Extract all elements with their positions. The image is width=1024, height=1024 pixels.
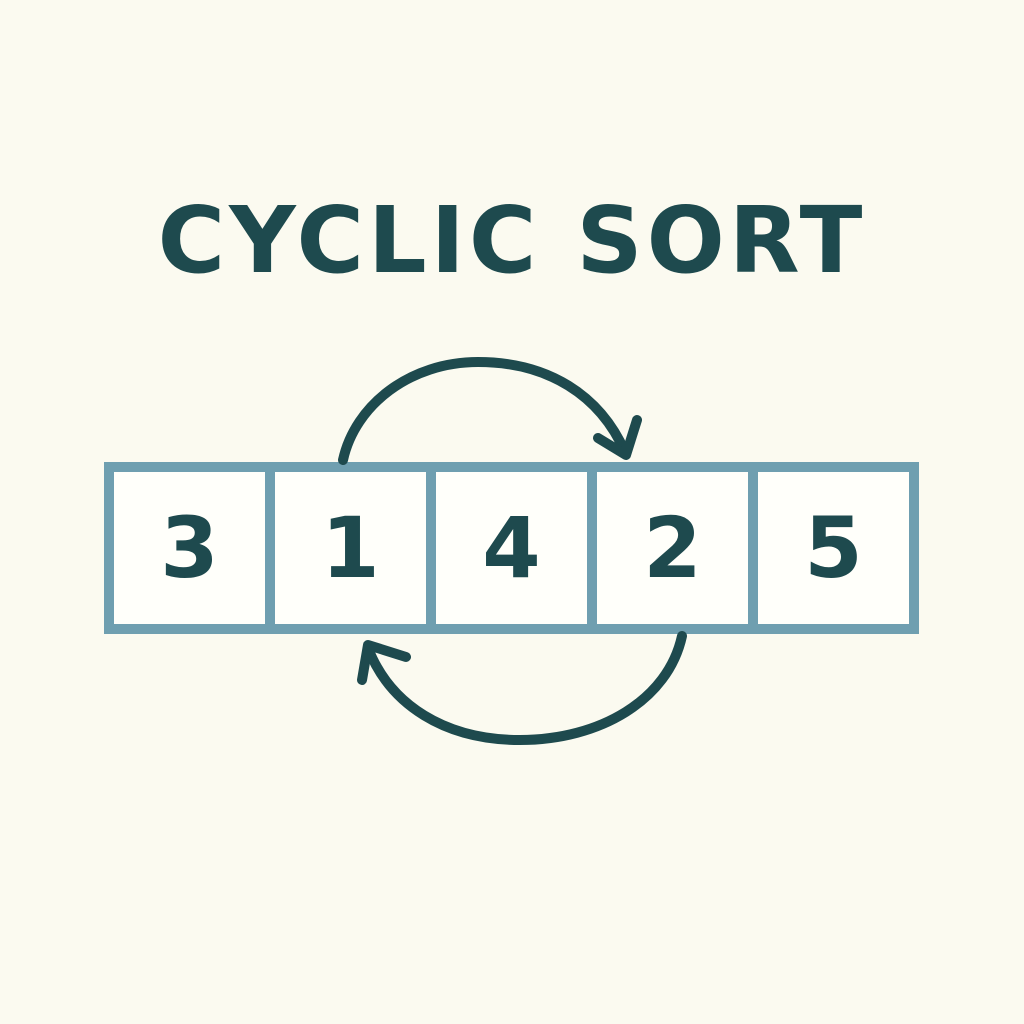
array-cell-value: 1 <box>321 499 380 597</box>
diagram-title: CYCLIC SORT <box>157 187 867 294</box>
array-cell-value: 5 <box>804 499 863 597</box>
array-cell: 1 <box>275 472 426 624</box>
array-cell: 5 <box>758 472 909 624</box>
bottom-arc-arrow-icon <box>357 631 687 746</box>
array-cell-value: 4 <box>482 499 541 597</box>
array-container: 3 1 4 2 5 <box>104 462 919 634</box>
top-arc-arrow-icon <box>338 356 642 465</box>
array-cell: 3 <box>114 472 265 624</box>
array-cell: 4 <box>436 472 587 624</box>
array-cell-value: 3 <box>160 499 219 597</box>
array-cell-value: 2 <box>643 499 702 597</box>
array-cell: 2 <box>597 472 748 624</box>
